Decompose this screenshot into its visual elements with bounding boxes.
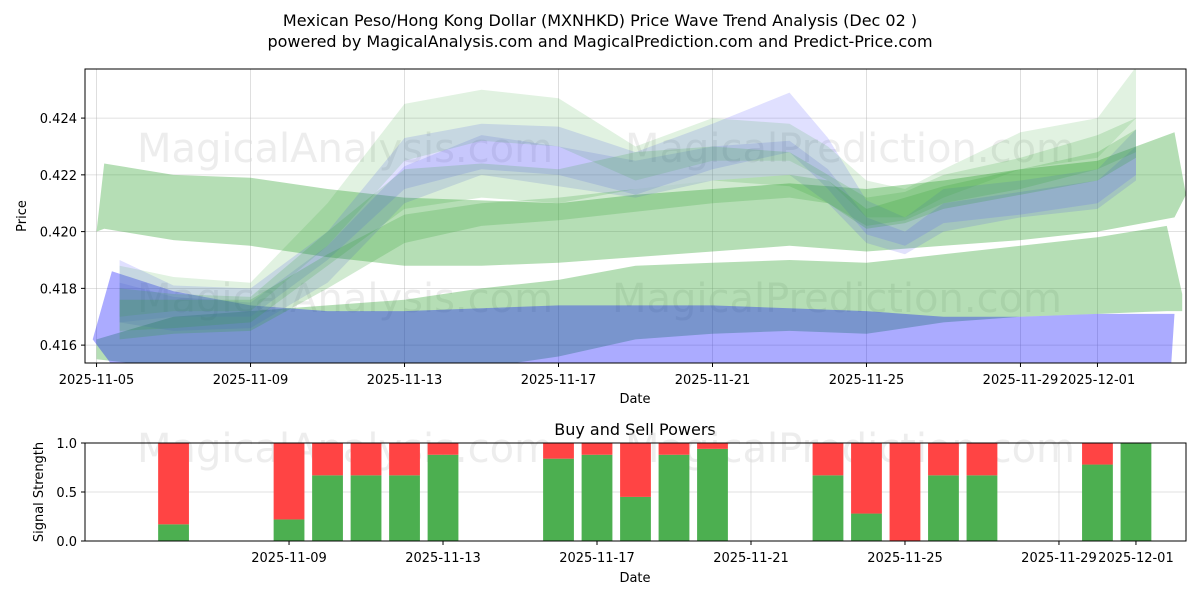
price-x-tick-label: 2025-11-21	[675, 373, 751, 388]
buy-sell-title: Buy and Sell Powers	[554, 420, 716, 439]
watermark-text: MagicalAnalysis.com	[137, 426, 553, 472]
sell-power-bar	[697, 443, 728, 449]
buy-power-bar	[966, 475, 998, 541]
sell-power-bar	[851, 443, 882, 514]
sell-power-bar	[581, 443, 613, 455]
price-x-tick-label: 2025-11-09	[213, 373, 289, 388]
price-x-tick-label: 2025-11-05	[59, 373, 135, 388]
buy-power-bar	[620, 496, 651, 541]
buy-power-bar	[1082, 464, 1113, 541]
buy-power-bar	[697, 448, 728, 541]
buy-power-bar	[312, 475, 343, 541]
buy-sell-x-tick-label: 2025-11-17	[559, 551, 635, 566]
price-x-tick-label: 2025-11-29	[983, 373, 1059, 388]
price-panel: MagicalAnalysis.com MagicalPrediction.com…	[15, 68, 1187, 407]
price-y-tick-label: 0.416	[40, 339, 77, 354]
price-x-axis-label: Date	[619, 392, 650, 407]
price-plot-frame	[84, 68, 1187, 364]
sell-power-bar	[427, 443, 459, 455]
price-band-green-wave-3	[119, 129, 1137, 340]
sell-power-bar	[389, 443, 420, 476]
buy-sell-y-tick-label: 1.0	[56, 437, 77, 452]
sell-power-bar	[158, 443, 189, 525]
buy-power-bar	[350, 475, 382, 541]
buy-sell-y-tick-label: 0.0	[56, 535, 77, 550]
sell-power-bar	[543, 443, 574, 459]
chart-title-line1: Mexican Peso/Hong Kong Dollar (MXNHKD) P…	[283, 11, 917, 30]
buy-power-bar	[1120, 443, 1152, 541]
price-band-wide-green-lower	[96, 225, 1183, 363]
price-band-blue-wave-2	[119, 135, 1137, 331]
buy-sell-x-tick-label: 2025-11-13	[405, 551, 481, 566]
price-x-tick-label: 2025-11-17	[521, 373, 597, 388]
buy-sell-y-tick-label: 0.5	[56, 486, 77, 501]
buy-sell-x-tick-label: 2025-11-21	[713, 551, 789, 566]
sell-power-bar	[620, 443, 651, 497]
sell-power-bar	[350, 443, 382, 476]
price-y-tick-label: 0.418	[40, 282, 77, 297]
price-x-tick-label: 2025-11-13	[367, 373, 443, 388]
buy-power-bar	[543, 458, 574, 541]
buy-power-bar	[389, 475, 420, 541]
sell-power-bar	[812, 443, 844, 476]
buy-sell-x-tick-label: 2025-11-29	[1021, 551, 1097, 566]
buy-power-bar	[658, 454, 690, 541]
price-band-green-wave-2	[119, 118, 1137, 331]
buy-sell-x-tick-label: 2025-12-01	[1098, 551, 1174, 566]
price-band-green-wave-1	[119, 69, 1136, 317]
price-band-blue-wave-1	[119, 92, 1137, 323]
sell-power-bar	[658, 443, 690, 455]
price-y-tick-label: 0.422	[40, 169, 77, 184]
watermark-text: MagicalAnalysis.com	[137, 276, 553, 322]
sell-power-bar	[889, 443, 921, 541]
price-band-wide-green-upper	[96, 132, 1186, 266]
buy-power-bar	[158, 524, 189, 541]
sell-power-bar	[928, 443, 959, 476]
buy-power-bar	[812, 475, 844, 541]
buy-sell-x-tick-label: 2025-11-09	[251, 551, 327, 566]
buy-power-bar	[273, 519, 305, 541]
buy-sell-x-axis-label: Date	[619, 571, 650, 586]
buy-sell-x-tick-label: 2025-11-25	[867, 551, 943, 566]
watermark-text: MagicalAnalysis.com	[137, 126, 553, 172]
buy-power-bar	[427, 454, 459, 541]
buy-power-bar	[581, 454, 613, 541]
watermark-text: MagicalPrediction.com	[625, 426, 1075, 472]
sell-power-bar	[312, 443, 343, 476]
price-x-tick-label: 2025-12-01	[1060, 373, 1136, 388]
buy-sell-panel: Buy and Sell Powers MagicalAnalysis.com M…	[32, 420, 1187, 586]
sell-power-bar	[1082, 443, 1113, 465]
buy-sell-y-axis-label: Signal Strength	[32, 442, 47, 542]
buy-power-bar	[851, 513, 882, 541]
price-y-axis-label: Price	[15, 200, 30, 232]
buy-power-bar	[928, 475, 959, 541]
price-y-tick-label: 0.424	[40, 112, 77, 127]
price-x-tick-label: 2025-11-25	[829, 373, 905, 388]
sell-power-bar	[273, 443, 305, 520]
sell-power-bar	[966, 443, 998, 476]
chart-title-line2: powered by MagicalAnalysis.com and Magic…	[267, 32, 932, 51]
watermark-text: MagicalPrediction.com	[625, 126, 1075, 172]
watermark-text: MagicalPrediction.com	[612, 276, 1062, 322]
price-band-blue-lower	[92, 271, 1175, 363]
price-y-tick-label: 0.420	[40, 226, 77, 241]
